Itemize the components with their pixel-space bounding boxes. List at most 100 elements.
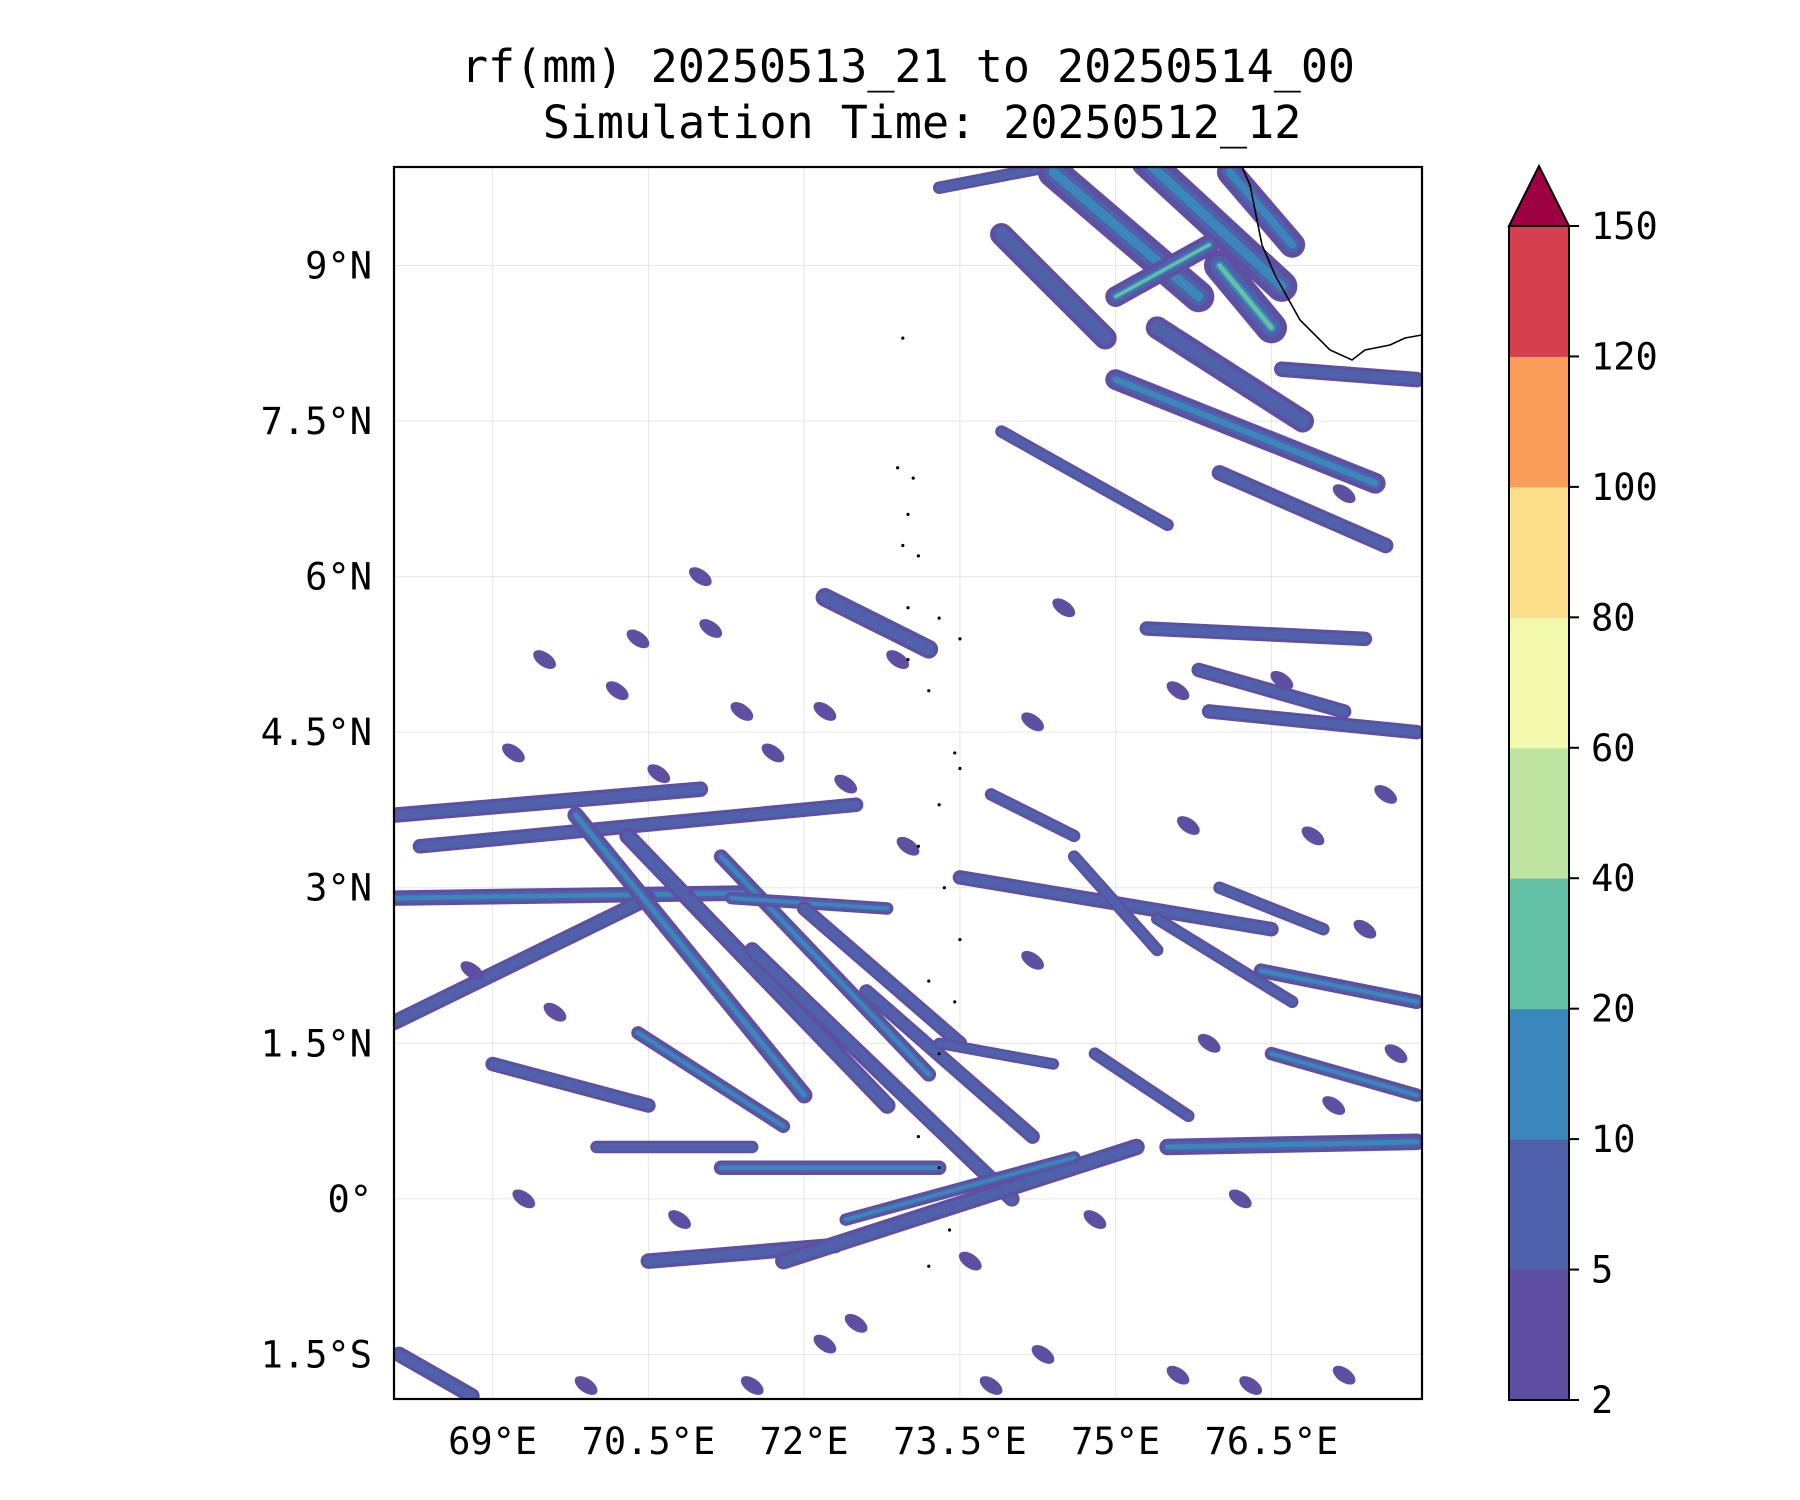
rain-cell [699,619,723,638]
rain-cell [574,1376,598,1395]
island-dot [953,1000,957,1004]
rain-cell [1332,484,1356,504]
rain-band-mid [394,1349,477,1399]
island-dot [958,766,962,771]
rain-band-mid [1070,852,1161,954]
rain-band [1211,465,1394,554]
rain-cell [460,961,484,981]
rain-band-mid [415,800,861,851]
rain-cell [1197,1033,1221,1053]
rain-band [839,1151,1081,1226]
island-dot [911,476,915,480]
rain-band-mid [1142,624,1370,644]
rain-band-mid [1091,1049,1193,1120]
colorbar-tick-label: 20 [1591,988,1636,1031]
colorbar-segment [1509,1139,1569,1271]
rain-band [815,588,939,659]
rain-band-mid [747,945,1017,1204]
colorbar-segment [1509,226,1569,357]
rain-cell [1021,950,1044,970]
rain-cell [1353,919,1377,939]
island-dot [953,751,957,755]
rain-cell [512,1189,536,1209]
rain-cell [740,1376,764,1395]
rain-band-mid [1204,707,1422,737]
rain-band-core [729,896,890,911]
rain-band [713,849,937,1082]
rain-band [1191,662,1352,719]
island-dot [901,543,905,548]
x-tick-label: 72°E [760,1420,849,1463]
rain-cell [1332,1365,1356,1385]
rain-band [485,1056,656,1113]
island-dot [901,336,905,340]
y-axis-ticks: 9°N 7.5°N 6°N 4.5°N 3°N 1.5°N 0° 1.5°S [261,245,372,1377]
rain-cell [1166,681,1190,701]
x-tick-label: 70.5°E [582,1420,716,1463]
rain-cell [958,1251,982,1271]
rain-cell [1301,826,1325,846]
rain-band [1150,912,1299,1009]
rain-cell [1021,712,1044,732]
rain-band-mid [394,893,654,1028]
colorbar-tick-label: 40 [1591,857,1636,900]
rain-cell [626,629,650,649]
rain-band [859,984,1040,1144]
x-axis-ticks: 69°E 70.5°E 72°E 73.5°E 75°E 76.5°E [448,1420,1338,1463]
rain-cell [1031,1345,1055,1364]
colorbar-tick-label: 120 [1591,335,1658,378]
rain-band-peak [1114,243,1211,299]
rain-band-mid [997,427,1172,529]
rain-band [995,425,1174,532]
rain-band-mid [1150,320,1310,428]
rain-band [1067,850,1164,957]
island-dot [927,689,931,693]
rain-band [725,891,894,915]
island-dots [896,336,962,1268]
rain-band-mid [935,1039,1057,1068]
y-tick-label: 0° [327,1178,372,1221]
island-dot [947,1228,952,1232]
rain-band [1274,361,1422,388]
rain-cell [502,743,525,763]
island-dot [958,637,962,641]
colorbar-segment [1509,1008,1569,1140]
rain-band-mid [994,227,1113,345]
y-tick-label: 3°N [305,867,372,910]
map-background [394,167,1422,1399]
island-dot [958,937,962,942]
rain-band-mid [488,1059,653,1110]
rain-band [984,788,1081,843]
rain-band [744,942,1020,1207]
rain-band [394,885,761,906]
rain-cell [886,650,909,669]
rain-cell [533,650,556,669]
rain-cell [844,1313,868,1333]
rain-band [796,901,968,1051]
rain-cell [896,836,920,856]
rain-band [1216,167,1306,258]
x-tick-label: 69°E [448,1420,537,1463]
colorbar-frame [1508,225,1570,1401]
rain-band [932,167,1078,194]
rain-cell [730,702,754,721]
rain-cell [1384,1044,1408,1064]
map-gridlines [394,167,1422,1399]
island-dot [937,1052,941,1056]
y-tick-label: 6°N [305,556,372,599]
y-tick-label: 7.5°N [261,400,372,443]
island-dot [927,979,931,983]
rain-band-mid [622,830,893,1111]
rain-band [1088,1047,1195,1123]
rain-cell [1228,1189,1252,1209]
rain-band [394,781,709,823]
rain-band [1105,234,1220,308]
rain-band-mid [862,987,1037,1141]
rain-cell [1270,670,1294,690]
rain-cell [668,1210,691,1229]
rain-cell [761,743,785,763]
y-tick-label: 1.5°S [261,1333,372,1376]
rain-cell [1322,1096,1346,1115]
rain-band [990,222,1117,350]
